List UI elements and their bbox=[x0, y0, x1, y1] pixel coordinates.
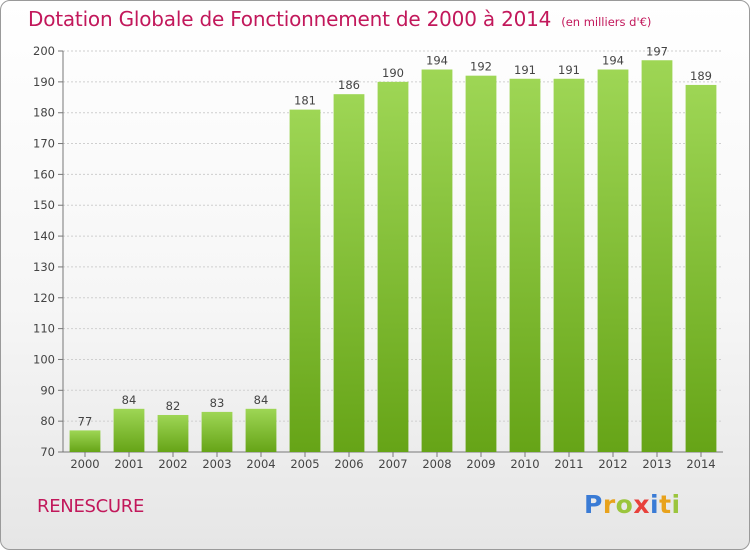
y-tick-label: 80 bbox=[40, 414, 55, 428]
y-tick-label: 70 bbox=[40, 445, 55, 459]
bar bbox=[69, 430, 101, 452]
commune-name: RENESCURE bbox=[37, 496, 145, 517]
bar bbox=[113, 408, 145, 452]
bar bbox=[685, 84, 717, 452]
bar bbox=[641, 60, 673, 452]
bar bbox=[421, 69, 453, 452]
x-tick-label: 2000 bbox=[70, 457, 99, 471]
y-tick-label: 190 bbox=[33, 75, 55, 89]
x-tick-label: 2002 bbox=[158, 457, 187, 471]
data-label: 197 bbox=[646, 44, 668, 58]
data-label: 191 bbox=[558, 63, 580, 77]
x-tick-label: 2010 bbox=[510, 457, 539, 471]
data-label: 77 bbox=[78, 414, 93, 428]
bar bbox=[553, 78, 585, 452]
data-label: 84 bbox=[122, 393, 137, 407]
data-label: 181 bbox=[294, 94, 316, 108]
x-tick-label: 2005 bbox=[290, 457, 319, 471]
logo-letter: i bbox=[650, 490, 660, 519]
logo-letter: x bbox=[633, 490, 650, 519]
bar bbox=[333, 94, 365, 452]
data-label: 189 bbox=[690, 69, 712, 83]
x-tick-label: 2008 bbox=[422, 457, 451, 471]
logo-letter: i bbox=[671, 490, 681, 519]
x-tick-label: 2013 bbox=[642, 457, 671, 471]
bar bbox=[509, 78, 541, 452]
chart-title: Dotation Globale de Fonctionnement de 20… bbox=[28, 7, 651, 31]
y-tick-label: 200 bbox=[33, 44, 55, 58]
y-tick-label: 90 bbox=[40, 383, 55, 397]
logo-letter: o bbox=[615, 490, 634, 519]
x-tick-label: 2004 bbox=[246, 457, 275, 471]
logo-letter: r bbox=[602, 490, 616, 519]
y-tick-label: 120 bbox=[33, 291, 55, 305]
x-tick-label: 2003 bbox=[202, 457, 231, 471]
chart-title-text: Dotation Globale de Fonctionnement de 20… bbox=[28, 7, 552, 31]
data-label: 83 bbox=[210, 396, 225, 410]
x-tick-label: 2007 bbox=[378, 457, 407, 471]
y-tick-label: 130 bbox=[33, 260, 55, 274]
bar bbox=[377, 81, 409, 452]
y-tick-label: 180 bbox=[33, 106, 55, 120]
data-label: 82 bbox=[166, 399, 181, 413]
bar bbox=[201, 411, 233, 452]
data-label: 192 bbox=[470, 60, 492, 74]
x-tick-label: 2012 bbox=[598, 457, 627, 471]
data-label: 84 bbox=[254, 393, 269, 407]
bar bbox=[157, 414, 189, 452]
chart-unit-note: (en milliers d'€) bbox=[561, 15, 652, 29]
bar bbox=[289, 109, 321, 452]
data-label: 191 bbox=[514, 63, 536, 77]
data-label: 186 bbox=[338, 78, 360, 92]
y-tick-label: 110 bbox=[33, 322, 55, 336]
x-tick-label: 2006 bbox=[334, 457, 363, 471]
proxiti-logo: Proxiti bbox=[584, 490, 681, 519]
logo-letter: P bbox=[584, 490, 603, 519]
x-tick-label: 2014 bbox=[686, 457, 715, 471]
x-tick-label: 2001 bbox=[114, 457, 143, 471]
data-label: 194 bbox=[426, 54, 448, 68]
y-tick-label: 170 bbox=[33, 137, 55, 151]
y-tick-label: 160 bbox=[33, 167, 55, 181]
y-tick-label: 140 bbox=[33, 229, 55, 243]
y-tick-label: 100 bbox=[33, 352, 55, 366]
y-tick-label: 150 bbox=[33, 198, 55, 212]
bar bbox=[597, 69, 629, 452]
data-label: 194 bbox=[602, 54, 624, 68]
bar bbox=[245, 408, 277, 452]
logo-letter: t bbox=[659, 490, 672, 519]
bar bbox=[465, 75, 497, 452]
x-tick-label: 2009 bbox=[466, 457, 495, 471]
x-tick-label: 2011 bbox=[554, 457, 583, 471]
data-label: 190 bbox=[382, 66, 404, 80]
